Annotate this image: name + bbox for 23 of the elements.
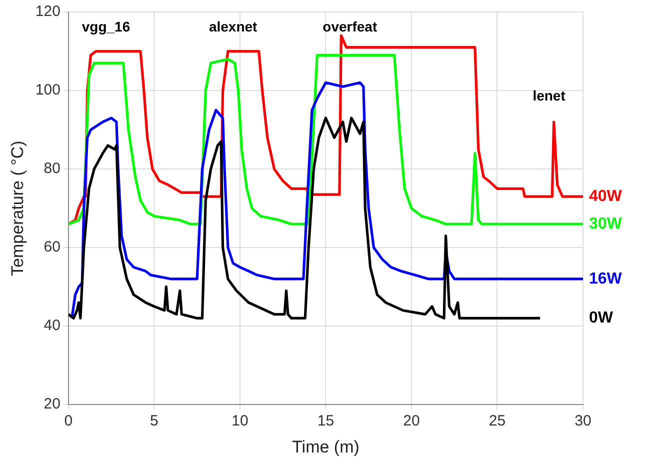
series-label: 40W [589, 188, 623, 205]
x-tick-label: 5 [150, 412, 158, 430]
x-tick-label: 15 [317, 412, 334, 430]
x-tick-label: 25 [488, 412, 506, 430]
x-axis-title: Time (m) [292, 437, 360, 456]
y-tick-label: 60 [44, 238, 60, 256]
annotation: vgg_16 [82, 18, 130, 35]
x-tick-label: 0 [64, 412, 73, 430]
y-axis-title: Temperature ( °C) [8, 140, 27, 276]
annotation: alexnet [208, 18, 258, 35]
annotation: lenet [532, 87, 566, 104]
series-label: 30W [589, 215, 623, 232]
x-tick-label: 10 [232, 412, 248, 430]
y-tick-label: 80 [44, 160, 60, 178]
y-tick-label: 40 [44, 317, 60, 334]
y-tick-label: 100 [35, 82, 60, 99]
x-tick-label: 30 [574, 412, 592, 430]
x-tick-label: 20 [403, 412, 420, 430]
annotation: overfeat [322, 18, 378, 35]
series-label: 16W [589, 270, 623, 288]
y-tick-label: 120 [35, 3, 60, 20]
y-tick-label: 20 [44, 396, 60, 413]
text: 0W [589, 310, 614, 327]
